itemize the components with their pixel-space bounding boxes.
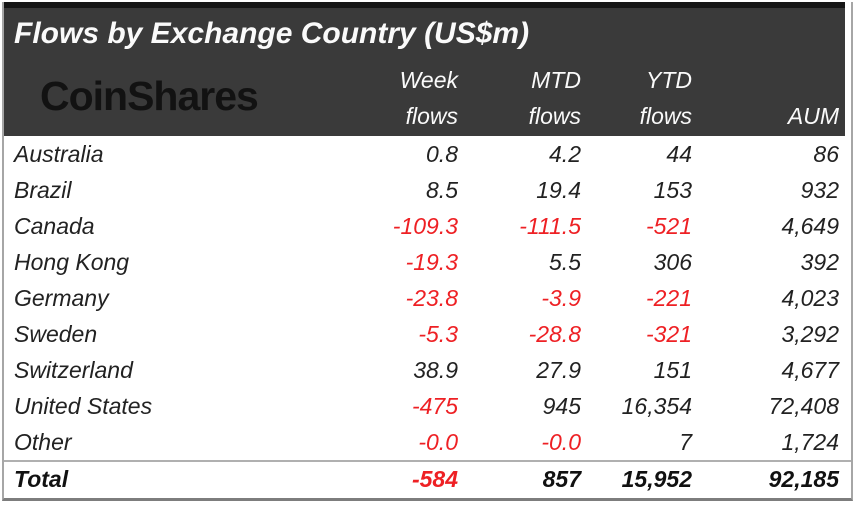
value-cell: 16,354 (621, 393, 692, 419)
table-row: Other -0.0 -0.0 7 1,724 (4, 424, 851, 460)
column-header-line2: flows (405, 103, 458, 129)
total-row: Total -584 857 15,952 92,185 (4, 460, 851, 496)
data-rows: Australia 0.8 4.2 44 86 Brazil 8.5 19.4 153 932 Ca… (4, 136, 851, 460)
value-cell: -28.8 (528, 321, 581, 347)
value-cell: 4.2 (549, 141, 581, 167)
table-row: Germany -23.8 -3.9 -221 4,023 (4, 280, 851, 316)
value-cell: 392 (800, 249, 839, 275)
table-row: United States -475 945 16,354 72,408 (4, 388, 851, 424)
country-cell: United States (14, 393, 153, 419)
value-cell: 7 (679, 429, 692, 455)
table-row: Sweden -5.3 -28.8 -321 3,292 (4, 316, 851, 352)
total-value-cell: -584 (411, 466, 458, 492)
value-cell: -0.0 (541, 429, 581, 455)
total-value-cell: 15,952 (621, 466, 692, 492)
value-cell: 72,408 (768, 393, 839, 419)
table-row: Canada -109.3 -111.5 -521 4,649 (4, 208, 851, 244)
value-cell: 932 (800, 177, 839, 203)
column-header-line1: Week (399, 67, 458, 93)
value-cell: 151 (653, 357, 692, 383)
total-value-cell: 92,185 (768, 466, 839, 492)
coinshares-logo: CoinShares (40, 72, 259, 119)
value-cell: -475 (411, 393, 458, 419)
value-cell: 153 (653, 177, 692, 203)
value-cell: 945 (542, 393, 581, 419)
value-cell: -111.5 (519, 213, 581, 239)
country-cell: Canada (14, 213, 95, 239)
table-title: Flows by Exchange Country (US$m) (14, 17, 530, 50)
value-cell: 8.5 (426, 177, 458, 203)
column-header-line2: AUM (787, 103, 839, 129)
value-cell: -5.3 (418, 321, 458, 347)
country-cell: Hong Kong (14, 249, 130, 275)
country-cell: Switzerland (14, 357, 133, 383)
header-band: Flows by Exchange Country (US$m) CoinSha… (4, 2, 851, 136)
value-cell: 86 (813, 141, 839, 167)
value-cell: 4,649 (781, 213, 839, 239)
value-cell: -321 (645, 321, 692, 347)
total-value-cell: 857 (542, 466, 581, 492)
value-cell: -521 (645, 213, 692, 239)
value-cell: -0.0 (418, 429, 458, 455)
value-cell: -3.9 (541, 285, 581, 311)
value-cell: 4,677 (781, 357, 839, 383)
value-cell: 19.4 (536, 177, 581, 203)
total-label: Total (14, 466, 69, 492)
column-header-row: CoinShares Week flows MTD flows YTD flows AUM (4, 58, 851, 136)
value-cell: -23.8 (405, 285, 458, 311)
country-cell: Brazil (14, 177, 72, 203)
value-cell: 27.9 (536, 357, 581, 383)
value-cell: -109.3 (392, 213, 458, 239)
column-header-line1: MTD (531, 67, 581, 93)
value-cell: 38.9 (413, 357, 458, 383)
column-header-line2: flows (639, 103, 692, 129)
value-cell: -19.3 (405, 249, 458, 275)
value-cell: 44 (666, 141, 692, 167)
column-header: AUM (692, 98, 839, 134)
table-row: Switzerland 38.9 27.9 151 4,677 (4, 352, 851, 388)
table-row: Hong Kong -19.3 5.5 306 392 (4, 244, 851, 280)
value-cell: 0.8 (426, 141, 458, 167)
table-row: Brazil 8.5 19.4 153 932 (4, 172, 851, 208)
value-cell: 5.5 (549, 249, 581, 275)
table-row: Australia 0.8 4.2 44 86 (4, 136, 851, 172)
value-cell: 3,292 (781, 321, 839, 347)
country-cell: Australia (14, 141, 104, 167)
country-cell: Sweden (14, 321, 98, 347)
column-header: Week flows (340, 62, 458, 134)
country-cell: Other (14, 429, 72, 455)
column-header: MTD flows (458, 62, 581, 134)
column-header-line2: flows (528, 103, 581, 129)
country-cell: Germany (14, 285, 109, 311)
value-cell: 306 (653, 249, 692, 275)
table-figure: Flows by Exchange Country (US$m) CoinSha… (2, 2, 853, 501)
column-header: YTD flows (581, 62, 692, 134)
value-cell: 4,023 (781, 285, 839, 311)
column-header-line1: YTD (646, 67, 692, 93)
value-cell: 1,724 (781, 429, 839, 455)
value-cell: -221 (645, 285, 692, 311)
